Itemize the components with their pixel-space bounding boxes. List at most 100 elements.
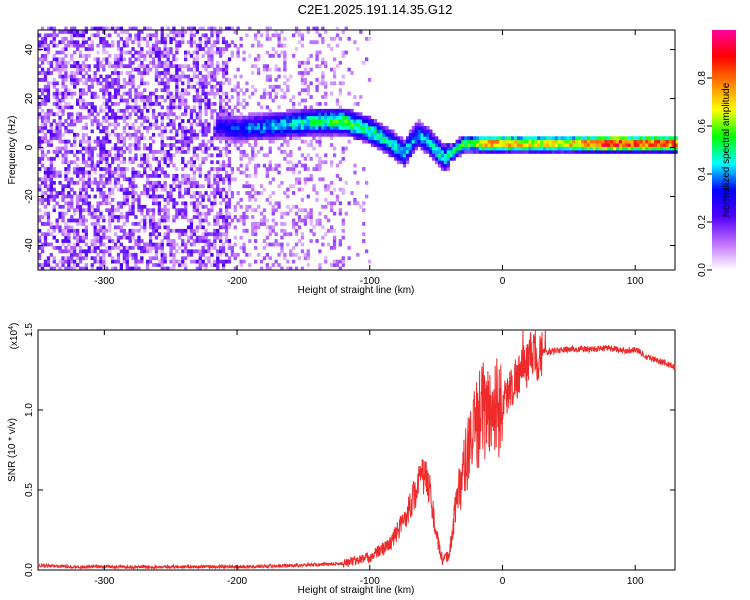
- spectrogram-cell: [645, 136, 649, 141]
- spectrogram-cell: [268, 119, 272, 123]
- spectrogram-cell: [157, 232, 161, 237]
- spectrogram-cell: [186, 177, 191, 182]
- spectrogram-cell: [67, 60, 71, 65]
- spectrogram-cell: [189, 115, 194, 120]
- spectrogram-cell: [73, 235, 77, 240]
- spectrogram-cell: [128, 95, 132, 99]
- spectrogram-cell: [528, 143, 532, 147]
- spectrogram-cell: [332, 119, 337, 123]
- spectrogram-cell: [259, 218, 264, 223]
- spectrogram-cell: [321, 204, 325, 209]
- spectrogram-cell: [125, 252, 129, 257]
- spectrogram-cell: [148, 218, 153, 223]
- spectrogram-cell: [154, 222, 159, 226]
- spectrogram-cell: [43, 71, 48, 75]
- spectrogram-cell: [516, 143, 521, 147]
- spectrogram-cell: [181, 156, 185, 161]
- spectrogram-cell: [306, 126, 310, 130]
- spectrogram-cell: [46, 119, 51, 123]
- spectrogram-cell: [151, 246, 156, 250]
- spectrogram-cell: [265, 132, 269, 137]
- spectrogram-cell: [128, 126, 132, 130]
- spectrogram-cell: [551, 143, 556, 147]
- spectrogram-cell: [227, 242, 232, 247]
- spectrogram-cell: [610, 143, 614, 147]
- spectrogram-cell: [134, 156, 138, 161]
- spectrogram-cell: [224, 43, 229, 48]
- spectrogram-cell: [154, 50, 159, 55]
- spectrogram-cell: [151, 43, 156, 48]
- spectrogram-cell: [73, 266, 77, 271]
- spectrogram-cell: [64, 184, 68, 189]
- spectrogram-cell: [204, 146, 208, 151]
- spectrogram-cell: [90, 204, 94, 209]
- spectrogram-cell: [125, 259, 129, 264]
- spectrogram-cell: [213, 108, 217, 113]
- spectrogram-cell: [81, 81, 86, 86]
- spectrogram-cell: [49, 136, 53, 141]
- spectrogram-cell: [148, 222, 153, 226]
- spectrogram-cell: [330, 108, 334, 113]
- spectrogram-cell: [67, 218, 71, 223]
- spectrogram-cell: [642, 143, 646, 147]
- spectrogram-cell: [55, 112, 59, 117]
- spectrogram-cell: [297, 160, 302, 165]
- spectrogram-cell: [178, 64, 182, 69]
- spectrogram-cell: [341, 191, 345, 195]
- spectrogram-cell: [248, 115, 252, 120]
- spectrogram-cell: [598, 150, 602, 154]
- spectrogram-cell: [297, 129, 302, 134]
- spectrogram-cell: [99, 256, 103, 261]
- spectrogram-cell: [443, 153, 448, 158]
- spectrogram-cell: [216, 81, 220, 86]
- spectrogram-cell: [411, 139, 415, 144]
- spectrogram-cell: [76, 119, 80, 123]
- spectrogram-cell: [321, 122, 325, 127]
- spectrogram-cell: [181, 167, 185, 171]
- spectrogram-cell: [102, 252, 106, 257]
- spectrogram-cell: [58, 129, 62, 134]
- spectrogram-cell: [224, 259, 229, 264]
- spectrogram-cell: [467, 143, 471, 147]
- spectrogram-cell: [257, 112, 261, 117]
- spectrogram-cell: [271, 112, 275, 117]
- spectrogram-cell: [210, 33, 214, 38]
- spectrogram-cell: [306, 263, 310, 267]
- spectrogram-cell: [119, 204, 123, 209]
- spectrogram-cell: [201, 259, 205, 264]
- spectrogram-cell: [315, 78, 319, 82]
- spectrogram-cell: [283, 91, 287, 96]
- spectrogram-cell: [181, 26, 185, 31]
- spectrogram-cell: [224, 177, 229, 182]
- spectrogram-cell: [113, 30, 118, 34]
- spectrogram-cell: [90, 122, 94, 127]
- spectrogram-cell: [131, 246, 135, 250]
- spectrogram-cell: [359, 136, 363, 141]
- spectrogram-cell: [169, 153, 173, 158]
- spectrogram-cell: [125, 246, 129, 250]
- spectrogram-cell: [189, 84, 194, 89]
- spectrogram-cell: [306, 115, 310, 120]
- spectrogram-cell: [286, 84, 290, 89]
- spectrogram-cell: [257, 67, 261, 72]
- spectrogram-cell: [268, 163, 272, 168]
- spectrogram-cell: [207, 50, 211, 55]
- spectrogram-cell: [143, 228, 147, 233]
- spectrogram-cell: [131, 60, 135, 65]
- y-tick-label: -20: [24, 189, 35, 204]
- spectrogram-cell: [116, 177, 121, 182]
- spectrogram-cell: [181, 36, 185, 41]
- spectrogram-cell: [154, 122, 159, 127]
- spectrogram-cell: [195, 180, 199, 185]
- spectrogram-cell: [163, 198, 167, 202]
- spectrogram-cell: [67, 150, 71, 154]
- spectrogram-cell: [61, 194, 65, 199]
- spectrogram-cell: [70, 215, 74, 219]
- spectrogram-cell: [227, 211, 232, 216]
- spectrogram-cell: [581, 150, 585, 154]
- spectrogram-cell: [46, 218, 51, 223]
- spectrogram-cell: [315, 64, 319, 69]
- spectrogram-cell: [671, 136, 675, 141]
- spectrogram-cell: [134, 215, 138, 219]
- spectrogram-cell: [513, 139, 518, 144]
